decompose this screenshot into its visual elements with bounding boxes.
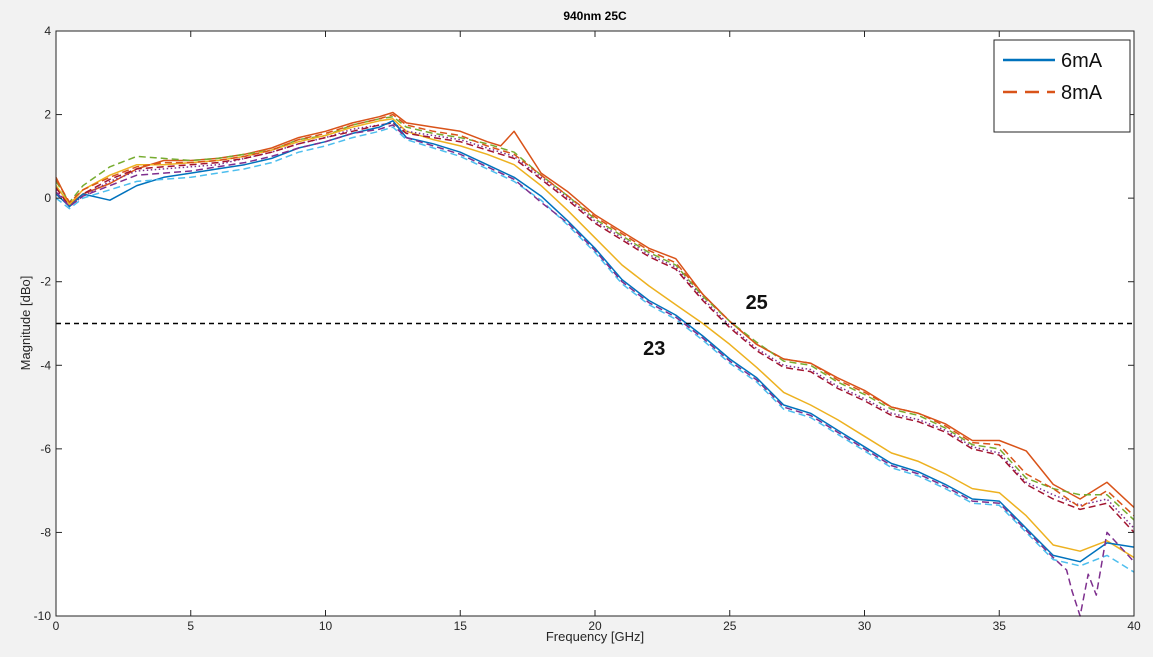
x-axis-label: Frequency [GHz]: [546, 629, 644, 644]
series-line-7: [55, 113, 1135, 517]
axes-box: [55, 30, 1135, 617]
annotations: 25 23: [643, 292, 768, 360]
x-tick-label: 5: [187, 619, 194, 633]
plot-area: [56, 31, 1134, 616]
series-line-9: [55, 124, 1135, 617]
x-tick-label: 35: [993, 619, 1007, 633]
y-tick-label: -10: [34, 609, 52, 623]
x-tick-label: 40: [1127, 619, 1141, 633]
x-tick-label: 10: [319, 619, 333, 633]
legend-label: 6mA: [1061, 50, 1103, 72]
annotation-label: 25: [746, 292, 768, 314]
y-tick-label: 4: [44, 24, 51, 38]
chart-title: 940nm 25C: [563, 9, 627, 23]
y-tick-label: -6: [40, 442, 51, 456]
legend-label: 8mA: [1061, 82, 1103, 104]
annotation-label: 23: [643, 338, 665, 360]
series-line-5: [55, 122, 1135, 533]
legend-box: [993, 39, 1131, 133]
x-tick-label: 15: [454, 619, 468, 633]
series-line-8: [55, 126, 1135, 573]
series-line-6: [55, 120, 1135, 563]
y-tick-label: -8: [40, 525, 51, 539]
y-tick-label: -4: [40, 358, 51, 372]
y-tick-label: -2: [40, 275, 51, 289]
series-layer: [55, 111, 1135, 617]
y-tick-label: 2: [44, 108, 51, 122]
x-tick-label: 20: [588, 619, 602, 633]
x-tick-label: 25: [723, 619, 737, 633]
series-line-3: [55, 118, 1135, 559]
x-tick-label: 30: [858, 619, 872, 633]
y-tick-label: 0: [44, 191, 51, 205]
x-tick-label: 0: [53, 619, 60, 633]
y-axis-label: Magnitude [dBo]: [18, 276, 33, 371]
